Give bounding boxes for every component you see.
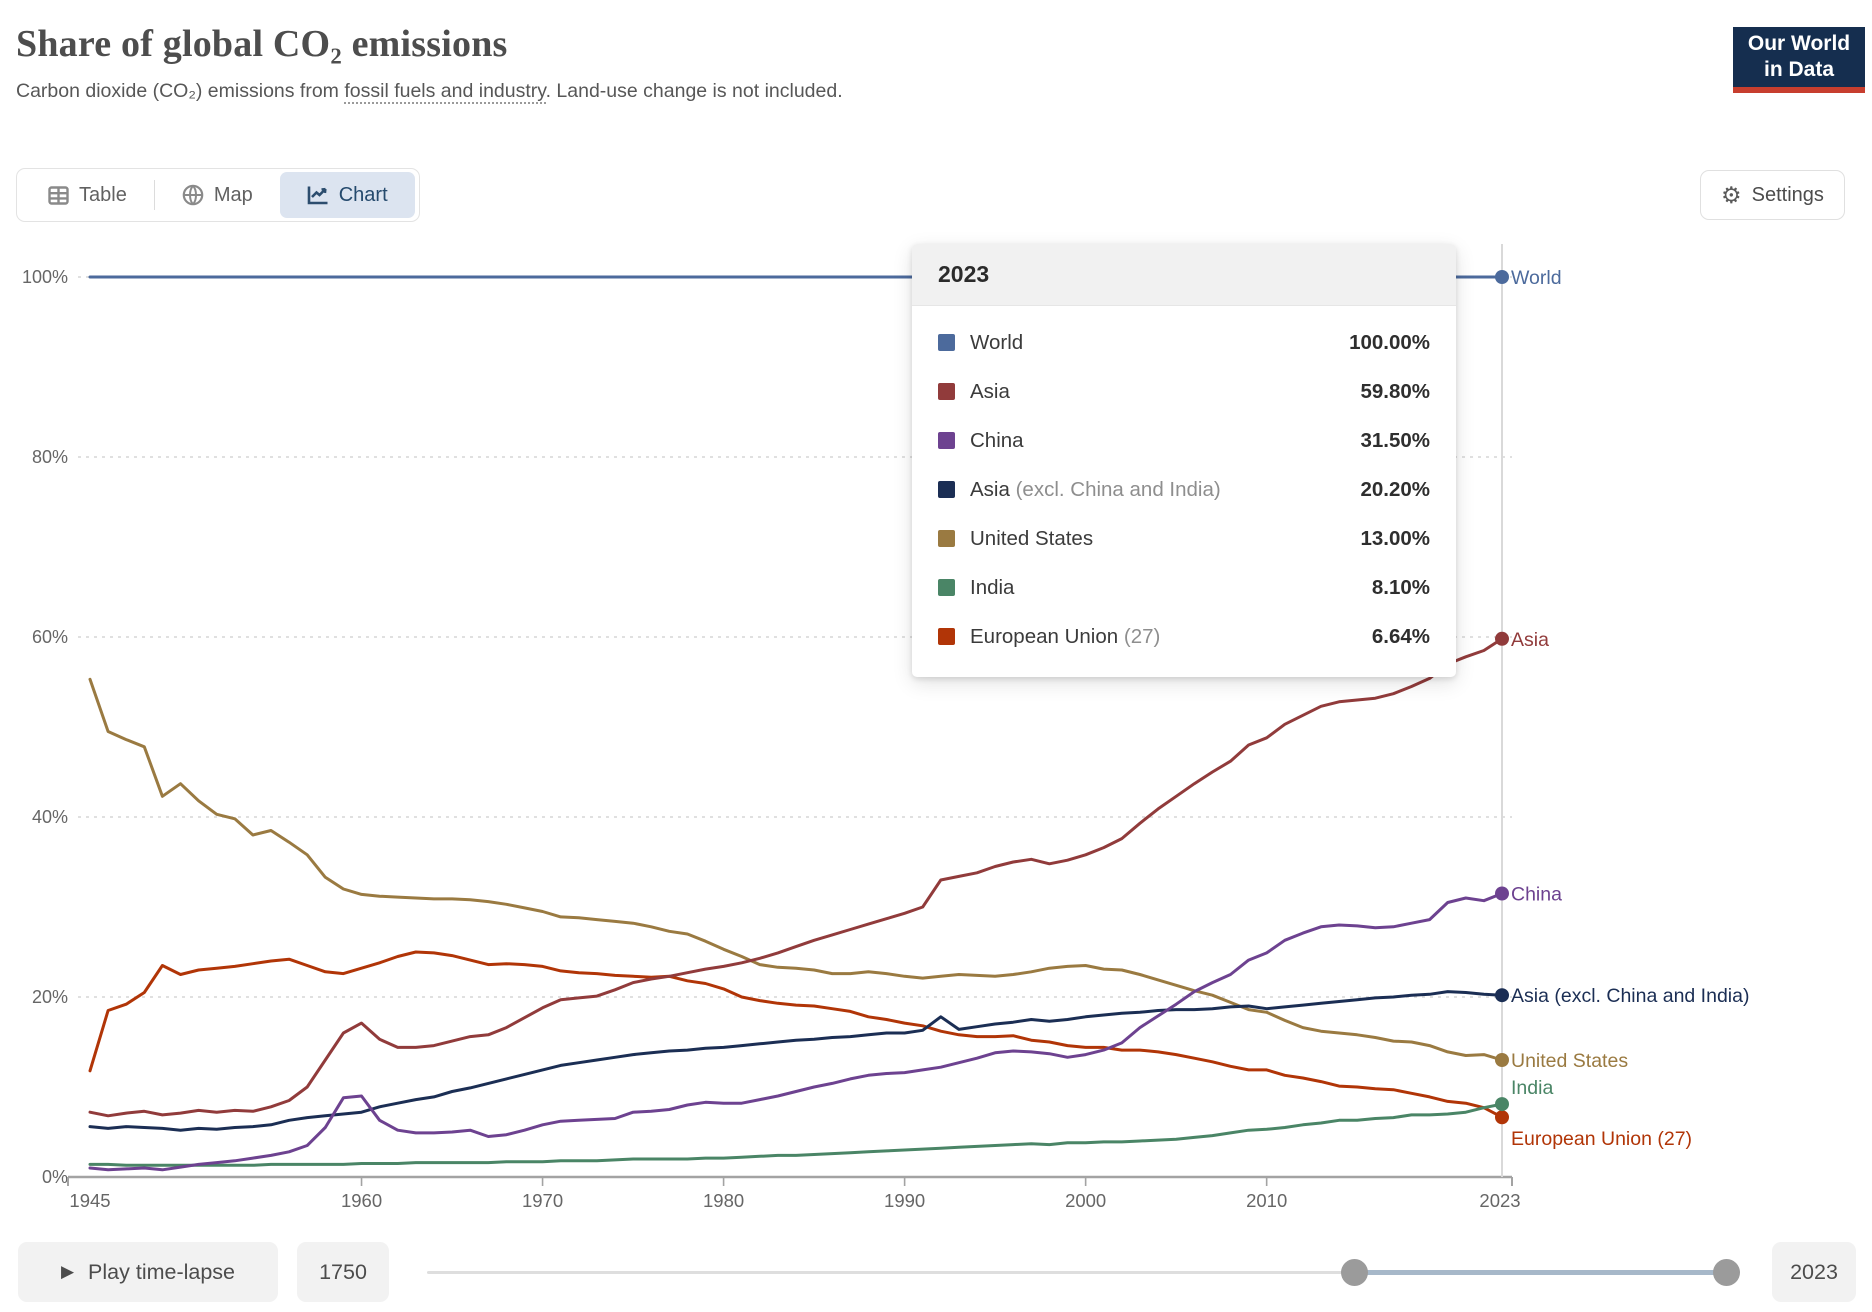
timeline-active-range (1354, 1270, 1726, 1275)
subtitle-link[interactable]: fossil fuels and industry (344, 80, 546, 104)
timeline-start-year[interactable]: 1750 (297, 1242, 389, 1302)
series-line-asia-excl-china-and-india-[interactable] (88, 990, 1504, 1132)
tooltip-row: Asia 59.80% (938, 367, 1430, 416)
legend-swatch (938, 432, 955, 449)
tooltip-entity-label: Asia (970, 379, 1010, 403)
tooltip-value: 59.80% (1360, 379, 1430, 403)
tooltip-entity-sublabel: (27) (1118, 624, 1161, 648)
view-tabbar: Table Map Chart (16, 168, 420, 222)
series-line-european-union-[interactable] (88, 950, 1504, 1119)
timeline-start-handle[interactable] (1341, 1259, 1368, 1286)
tooltip-value: 8.10% (1371, 575, 1430, 599)
x-axis-label: 1960 (341, 1190, 382, 1211)
subtitle-text: Carbon dioxide (CO₂) emissions from (16, 80, 345, 102)
play-label: Play time-lapse (88, 1259, 236, 1284)
series-line-asia[interactable] (88, 637, 1504, 1118)
tooltip-value: 20.20% (1360, 477, 1430, 501)
tab-table[interactable]: Table (21, 172, 154, 218)
series-end-label: India (1511, 1077, 1553, 1099)
tooltip-value: 100.00% (1349, 330, 1430, 354)
tooltip-value: 31.50% (1360, 428, 1430, 452)
legend-swatch (938, 481, 955, 498)
tooltip-entity-label: India (970, 575, 1015, 599)
globe-icon (182, 184, 204, 206)
y-axis-label: 60% (32, 627, 68, 647)
tab-chart-label: Chart (338, 183, 388, 206)
legend-swatch (938, 579, 955, 596)
play-icon: ▶ (60, 1262, 75, 1281)
page-title: Share of global CO₂ emissions (16, 23, 508, 65)
logo-line-1: Our World (1747, 32, 1851, 56)
chart-tooltip: 2023 World 100.00% Asia 59.80% China 31.50% As… (912, 244, 1456, 677)
tab-table-label: Table (79, 183, 127, 206)
series-end-dot (1495, 1053, 1509, 1067)
chart-subtitle: Carbon dioxide (CO₂) emissions from foss… (16, 80, 843, 104)
series-end-dot (1495, 1110, 1509, 1125)
settings-button[interactable]: ⚙ Settings (1700, 170, 1845, 220)
y-axis-label: 100% (22, 267, 68, 287)
x-axis-label: 1945 (69, 1190, 110, 1211)
x-axis-label: 1970 (522, 1190, 563, 1211)
y-axis-label: 20% (32, 987, 68, 1007)
series-end-dot (1495, 270, 1509, 284)
series-end-label: Asia (excl. China and India) (1511, 985, 1749, 1007)
timeline-end-year[interactable]: 2023 (1772, 1242, 1856, 1302)
timeline-end-handle[interactable] (1713, 1259, 1740, 1286)
y-axis-label: 0% (42, 1167, 68, 1187)
series-end-dot (1495, 886, 1509, 901)
series-end-dot (1495, 988, 1509, 1003)
tooltip-row: United States 13.00% (938, 514, 1430, 563)
x-axis-label: 2023 (1479, 1190, 1520, 1211)
tab-map[interactable]: Map (155, 172, 280, 218)
tooltip-body: World 100.00% Asia 59.80% China 31.50% Asia (e… (912, 306, 1456, 677)
tooltip-entity-label: China (970, 428, 1024, 452)
play-timelapse-button[interactable]: ▶ Play time-lapse (18, 1242, 278, 1302)
tooltip-entity-sublabel: (excl. China and India) (1009, 477, 1221, 501)
timeline-track[interactable] (427, 1259, 1740, 1286)
line-chart-icon (307, 186, 328, 205)
logo-line-2: in Data (1763, 58, 1834, 81)
legend-swatch (938, 628, 955, 645)
settings-label: Settings (1751, 183, 1824, 206)
tab-divider (153, 180, 155, 210)
tooltip-row: World 100.00% (938, 318, 1430, 367)
gear-icon: ⚙ (1721, 181, 1742, 208)
series-end-label: World (1511, 267, 1562, 289)
series-end-dot (1495, 1097, 1509, 1112)
series-end-label: China (1511, 884, 1562, 906)
tab-chart[interactable]: Chart (279, 172, 415, 218)
tooltip-row: India 8.10% (938, 563, 1430, 612)
tooltip-year: 2023 (912, 244, 1456, 306)
tooltip-entity-label: Asia (excl. China and India) (970, 477, 1221, 501)
tooltip-row: European Union (27) 6.64% (938, 612, 1430, 661)
x-axis-label: 1990 (884, 1190, 925, 1211)
subtitle-text-2: . Land-use change is not included. (545, 80, 843, 102)
owid-logo: Our World in Data (1733, 27, 1865, 93)
y-axis-label: 80% (32, 447, 68, 467)
tooltip-entity-label: United States (970, 526, 1094, 550)
series-line-china[interactable] (88, 892, 1504, 1172)
x-axis-label: 2010 (1246, 1190, 1287, 1211)
legend-swatch (938, 383, 955, 400)
series-end-label: European Union (27) (1511, 1128, 1692, 1150)
series-end-dot (1495, 631, 1509, 646)
tab-map-label: Map (213, 183, 253, 206)
legend-swatch (938, 530, 955, 547)
table-icon (48, 185, 69, 205)
series-line-india[interactable] (88, 1102, 1504, 1167)
x-axis-label: 2000 (1065, 1190, 1106, 1211)
series-end-label: United States (1511, 1050, 1628, 1072)
x-axis-label: 1980 (703, 1190, 744, 1211)
tooltip-entity-label: World (970, 330, 1024, 354)
tooltip-row: China 31.50% (938, 416, 1430, 465)
tooltip-row: Asia (excl. China and India) 20.20% (938, 465, 1430, 514)
legend-swatch (938, 334, 955, 351)
series-end-label: Asia (1511, 629, 1549, 651)
y-axis-label: 40% (32, 807, 68, 827)
tooltip-value: 13.00% (1360, 526, 1430, 550)
tooltip-entity-label: European Union (27) (970, 624, 1161, 648)
series-line-united-states[interactable] (88, 677, 1504, 1062)
tooltip-value: 6.64% (1371, 624, 1430, 648)
